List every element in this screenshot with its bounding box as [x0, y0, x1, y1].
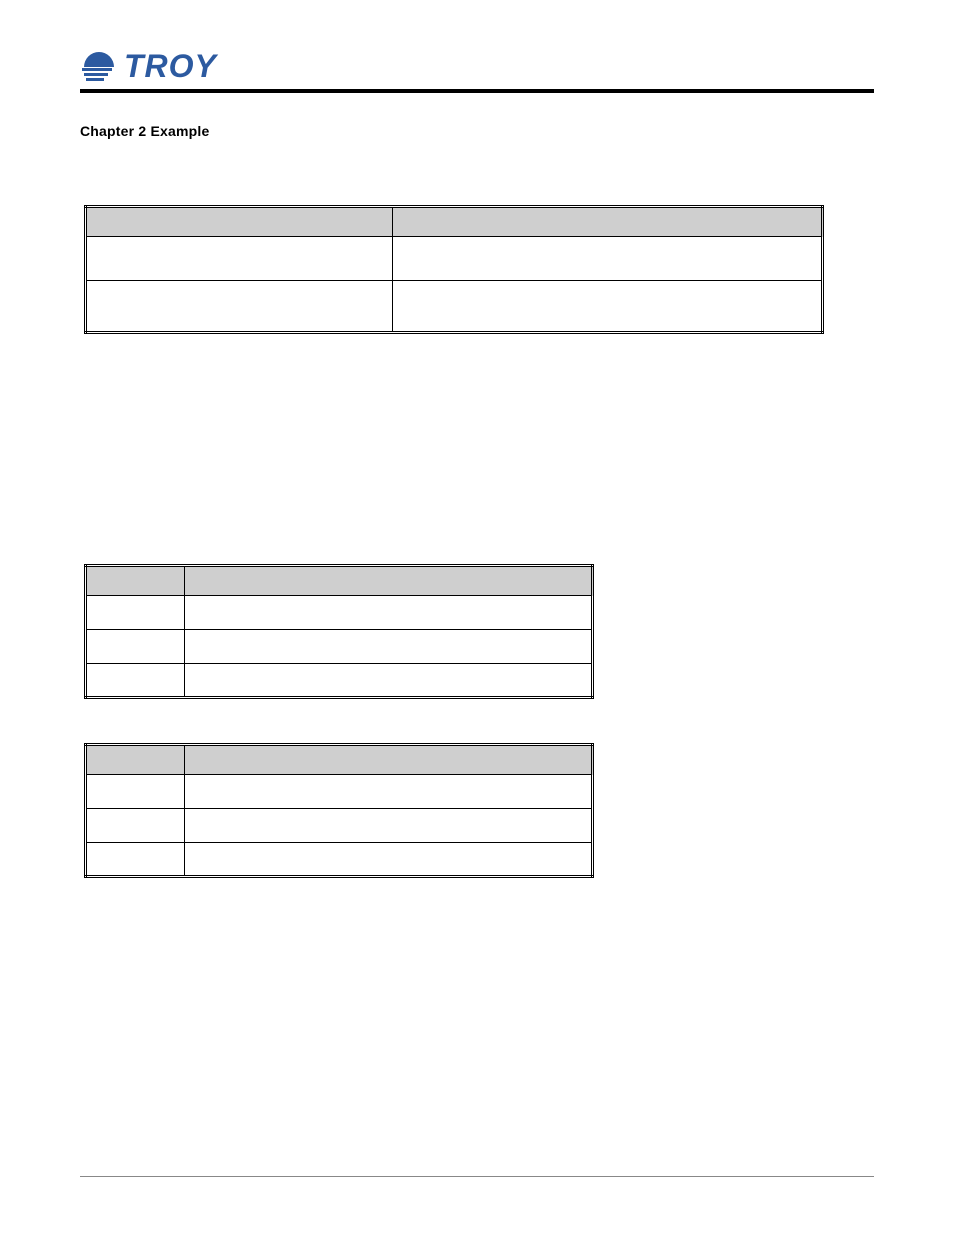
header-rule — [80, 89, 874, 93]
troy-logo-icon — [80, 50, 118, 84]
page-footer — [80, 1176, 874, 1183]
table1-cell — [86, 281, 393, 333]
table3-cell — [86, 809, 185, 843]
page-header: TROY — [80, 48, 874, 85]
table2-header-0 — [86, 566, 185, 596]
footer-rule — [80, 1176, 874, 1177]
table3-cell — [86, 843, 185, 877]
table1-cell — [86, 237, 393, 281]
table3-cell — [86, 775, 185, 809]
logo-text: TROY — [124, 48, 217, 85]
chapter-heading: Chapter 2 Example — [80, 123, 874, 139]
table2-cell — [86, 664, 185, 698]
table1-header-0 — [86, 207, 393, 237]
table3-cell — [185, 809, 593, 843]
table2-cell — [185, 664, 593, 698]
table2-cell — [86, 630, 185, 664]
table2-cell — [86, 596, 185, 630]
table2-header-1 — [185, 566, 593, 596]
table1-cell — [392, 237, 822, 281]
table3-cell — [185, 843, 593, 877]
table1-header-1 — [392, 207, 822, 237]
table-1 — [84, 205, 824, 334]
table3-header-1 — [185, 745, 593, 775]
table3-cell — [185, 775, 593, 809]
table2-cell — [185, 630, 593, 664]
table1-cell — [392, 281, 822, 333]
table2-cell — [185, 596, 593, 630]
logo: TROY — [80, 48, 217, 85]
table-3 — [84, 743, 594, 878]
table-2 — [84, 564, 594, 699]
table3-header-0 — [86, 745, 185, 775]
